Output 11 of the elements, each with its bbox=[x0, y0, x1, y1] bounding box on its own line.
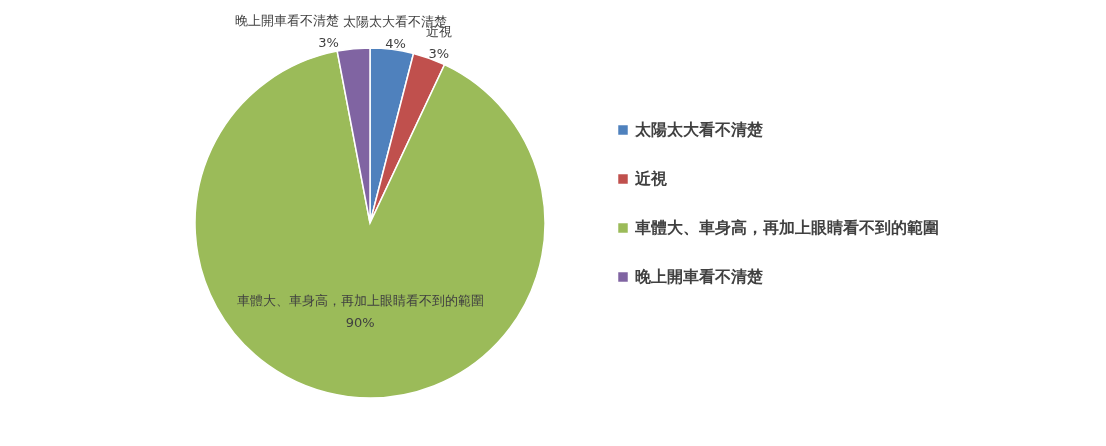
data-label: 3% bbox=[318, 34, 339, 50]
legend-label: 車體大、車身高，再加上眼睛看不到的範圍 bbox=[634, 218, 939, 237]
pie-slice bbox=[194, 50, 546, 399]
data-label: 3% bbox=[428, 46, 450, 61]
legend-label: 近視 bbox=[634, 169, 667, 188]
slice-label: 晚上開車看不清楚 bbox=[234, 12, 339, 28]
data-label: 90% bbox=[345, 315, 375, 331]
data-label: 4% bbox=[385, 35, 406, 51]
legend-label: 太陽太大看不清楚 bbox=[634, 120, 764, 139]
legend-label: 晚上開車看不清楚 bbox=[635, 267, 764, 286]
slice-label: 車體大、車身高，再加上眼睛看不到的範圍 bbox=[236, 293, 484, 309]
